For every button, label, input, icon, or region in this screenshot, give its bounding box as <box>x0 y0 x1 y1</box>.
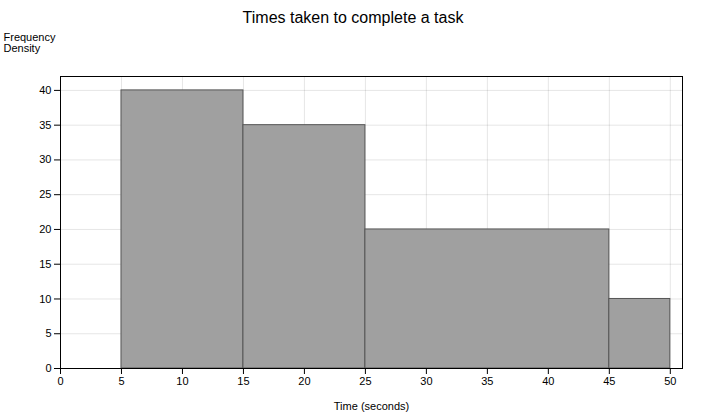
svg-text:0: 0 <box>57 375 63 387</box>
svg-text:35: 35 <box>481 375 493 387</box>
svg-text:10: 10 <box>176 375 188 387</box>
svg-text:25: 25 <box>359 375 371 387</box>
svg-text:20: 20 <box>39 223 51 235</box>
svg-text:10: 10 <box>39 292 51 304</box>
svg-text:30: 30 <box>420 375 432 387</box>
svg-text:30: 30 <box>39 153 51 165</box>
svg-text:45: 45 <box>603 375 615 387</box>
svg-text:40: 40 <box>39 84 51 96</box>
svg-text:50: 50 <box>664 375 676 387</box>
html-text:Times taken to complete a task: Times taken to complete a task <box>242 9 464 26</box>
svg-text:20: 20 <box>298 375 310 387</box>
svg-text:FrequencyDensity: FrequencyDensity <box>4 31 56 54</box>
svg-text:5: 5 <box>45 327 51 339</box>
svg-text:25: 25 <box>39 188 51 200</box>
svg-text:15: 15 <box>237 375 249 387</box>
svg-text:40: 40 <box>542 375 554 387</box>
svg-text:0: 0 <box>45 362 51 374</box>
svg-text:5: 5 <box>118 375 124 387</box>
svg-text:15: 15 <box>39 258 51 270</box>
svg-text:Time (seconds): Time (seconds) <box>334 400 409 412</box>
svg-text:35: 35 <box>39 119 51 131</box>
